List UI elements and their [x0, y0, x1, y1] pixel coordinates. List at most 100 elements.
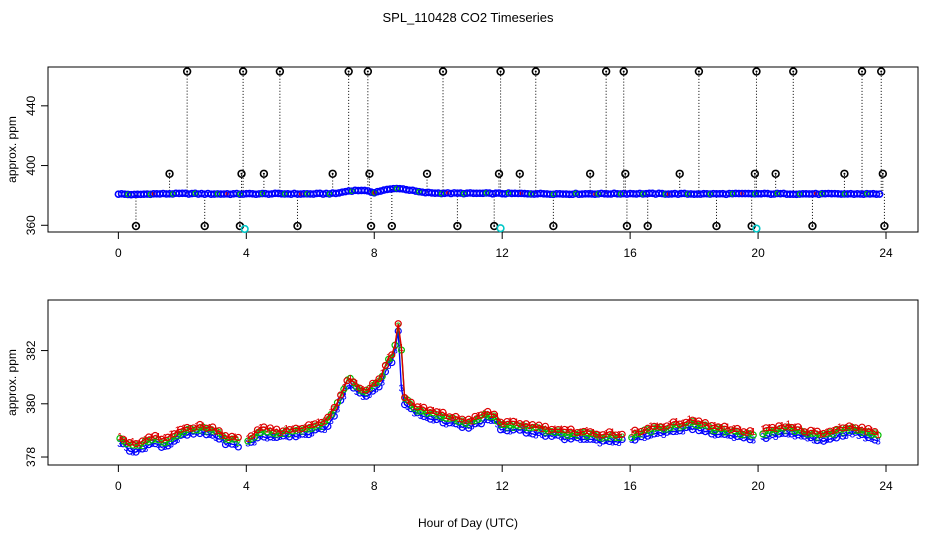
spike-marker-dot	[622, 70, 625, 73]
series-point	[746, 427, 754, 435]
spike-marker-dot	[370, 225, 373, 228]
spike-marker	[675, 169, 684, 178]
series-point: 3	[124, 443, 130, 454]
series-point: 1	[328, 408, 334, 419]
series-point: 3	[680, 426, 686, 437]
y-tick-label: 378	[24, 447, 38, 467]
series-point: 2	[671, 423, 677, 434]
spike-marker	[365, 169, 374, 178]
x-tick-label: 4	[243, 246, 250, 260]
baseline-point-green	[393, 185, 400, 192]
spike-marker	[422, 169, 432, 178]
series-point	[820, 429, 828, 438]
baseline-point-green	[483, 190, 489, 196]
spike-marker	[621, 169, 630, 178]
series-point: 2	[511, 423, 517, 434]
series-point: 3	[773, 432, 779, 443]
series-point: 2	[351, 378, 357, 389]
series-point: 3	[264, 434, 270, 445]
series-point: 1	[501, 419, 507, 430]
series-point: 2	[466, 419, 472, 430]
series-point: 3	[443, 420, 449, 431]
series-point: 1	[149, 432, 155, 443]
series-point: 2	[840, 427, 846, 438]
series-point: 1	[760, 425, 766, 436]
y-tick-label: 380	[24, 393, 38, 413]
series-point: 1	[629, 428, 635, 439]
spike-marker-dot	[774, 172, 777, 175]
x-axis-label: Hour of Day (UTC)	[418, 516, 518, 530]
series-point: 1	[245, 434, 251, 445]
series-point	[871, 436, 879, 444]
series-point	[759, 430, 767, 438]
spike-marker	[694, 67, 704, 76]
series-point: 1	[786, 420, 792, 431]
series-point: 1	[469, 416, 475, 427]
series-point: 1	[875, 430, 881, 441]
series-point: 1	[373, 378, 379, 389]
y-tick-label: 440	[24, 95, 38, 115]
series-point: 3	[143, 444, 149, 455]
spike-marker-dot	[880, 70, 883, 73]
spike-marker	[363, 67, 373, 76]
spike-marker-dot	[534, 70, 537, 73]
spike-marker	[840, 169, 849, 178]
series-point: 1	[367, 384, 373, 395]
spike-marker	[496, 67, 505, 76]
series-point: 2	[165, 437, 171, 448]
cyan-point	[240, 224, 249, 234]
x-tick-label: 20	[751, 479, 765, 493]
series-point: 2	[146, 437, 152, 448]
series-point: 2	[504, 423, 510, 434]
spike-marker-dot	[499, 70, 502, 73]
series-point	[381, 361, 390, 370]
series-point: 2	[735, 427, 741, 438]
series-point: 1	[642, 425, 648, 436]
spike-marker	[259, 169, 269, 178]
series-point	[337, 391, 345, 399]
series-point: 2	[770, 427, 776, 438]
series-point: 2	[763, 429, 769, 440]
series-point: 3	[373, 385, 379, 396]
series-point	[695, 417, 703, 425]
spike-marker-dot	[186, 70, 189, 73]
x-tick-label: 0	[115, 479, 122, 493]
series-point: 3	[309, 428, 315, 439]
series-point	[768, 423, 777, 432]
series-point: 1	[277, 428, 283, 439]
series-point	[215, 427, 223, 435]
series-point: 3	[379, 378, 385, 389]
series-point	[663, 422, 671, 430]
series-point	[564, 431, 572, 440]
series-point: 3	[706, 426, 712, 437]
series-point: 2	[782, 425, 788, 436]
series-point	[209, 423, 217, 431]
spike-marker	[453, 221, 462, 231]
series-point	[452, 412, 460, 421]
baseline-point-green	[237, 191, 243, 197]
series-point: 2	[859, 428, 865, 439]
spike-marker	[438, 67, 448, 76]
spike-marker	[182, 67, 192, 76]
series-point: 2	[664, 425, 670, 436]
series-point: 1	[252, 429, 258, 440]
series-point: 2	[178, 429, 184, 440]
series-point	[369, 379, 377, 387]
spike-marker-dot	[624, 172, 627, 175]
y-axis-label: approx. ppm	[5, 116, 19, 183]
series-point: 3	[322, 425, 328, 436]
series-point	[465, 415, 473, 423]
series-point	[477, 411, 486, 419]
series-point: 3	[335, 405, 341, 416]
baseline-point	[875, 190, 884, 198]
series-point: 3	[616, 438, 622, 449]
series-point	[273, 425, 281, 433]
spike-marker	[515, 169, 524, 178]
series-point: 1	[856, 424, 862, 435]
series-point: 3	[766, 432, 772, 443]
spike-marker	[752, 67, 761, 76]
series-point	[832, 425, 841, 434]
y-tick-label: 360	[24, 215, 38, 235]
series-point: 1	[520, 420, 526, 431]
